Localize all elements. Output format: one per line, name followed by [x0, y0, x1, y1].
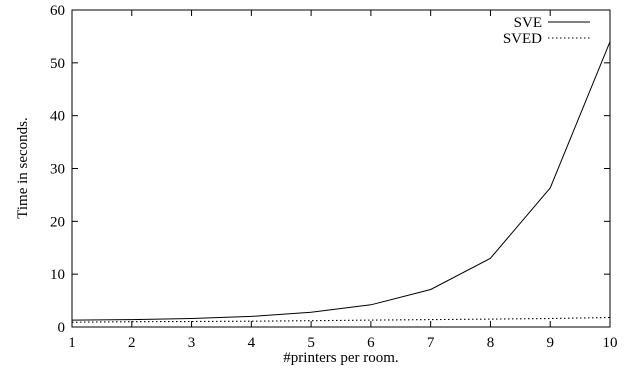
x-tick-label: 6 [367, 335, 375, 351]
x-tick-label: 8 [487, 335, 495, 351]
legend: SVE SVED [503, 15, 590, 47]
axis-ticks [71, 9, 611, 328]
tick-labels: 1 2 3 4 5 6 7 8 9 10 0 10 20 30 40 50 60 [50, 3, 618, 351]
x-tick-label: 5 [307, 335, 315, 351]
x-tick-label: 4 [248, 335, 256, 351]
plot-frame [71, 9, 611, 328]
x-tick-label: 9 [546, 335, 554, 351]
x-tick-label: 1 [68, 335, 76, 351]
series-line-sve [71, 41, 611, 321]
y-tick-label: 20 [50, 214, 65, 230]
y-tick-label: 30 [50, 162, 65, 178]
x-tick-label: 7 [427, 335, 435, 351]
legend-label-sved: SVED [503, 31, 542, 47]
y-tick-label: 50 [50, 56, 65, 72]
legend-label-sve: SVE [514, 15, 542, 31]
y-axis-title: Time in seconds. [15, 117, 31, 219]
x-tick-label: 3 [188, 335, 196, 351]
series-line-sved [71, 316, 611, 323]
x-tick-label: 2 [128, 335, 136, 351]
y-tick-label: 10 [50, 267, 65, 283]
y-tick-label: 40 [50, 109, 65, 125]
y-tick-label: 0 [58, 320, 66, 336]
x-axis-title: #printers per room. [283, 350, 398, 366]
series-lines [71, 41, 611, 323]
x-tick-label: 10 [603, 335, 618, 351]
y-tick-label: 60 [50, 3, 65, 19]
